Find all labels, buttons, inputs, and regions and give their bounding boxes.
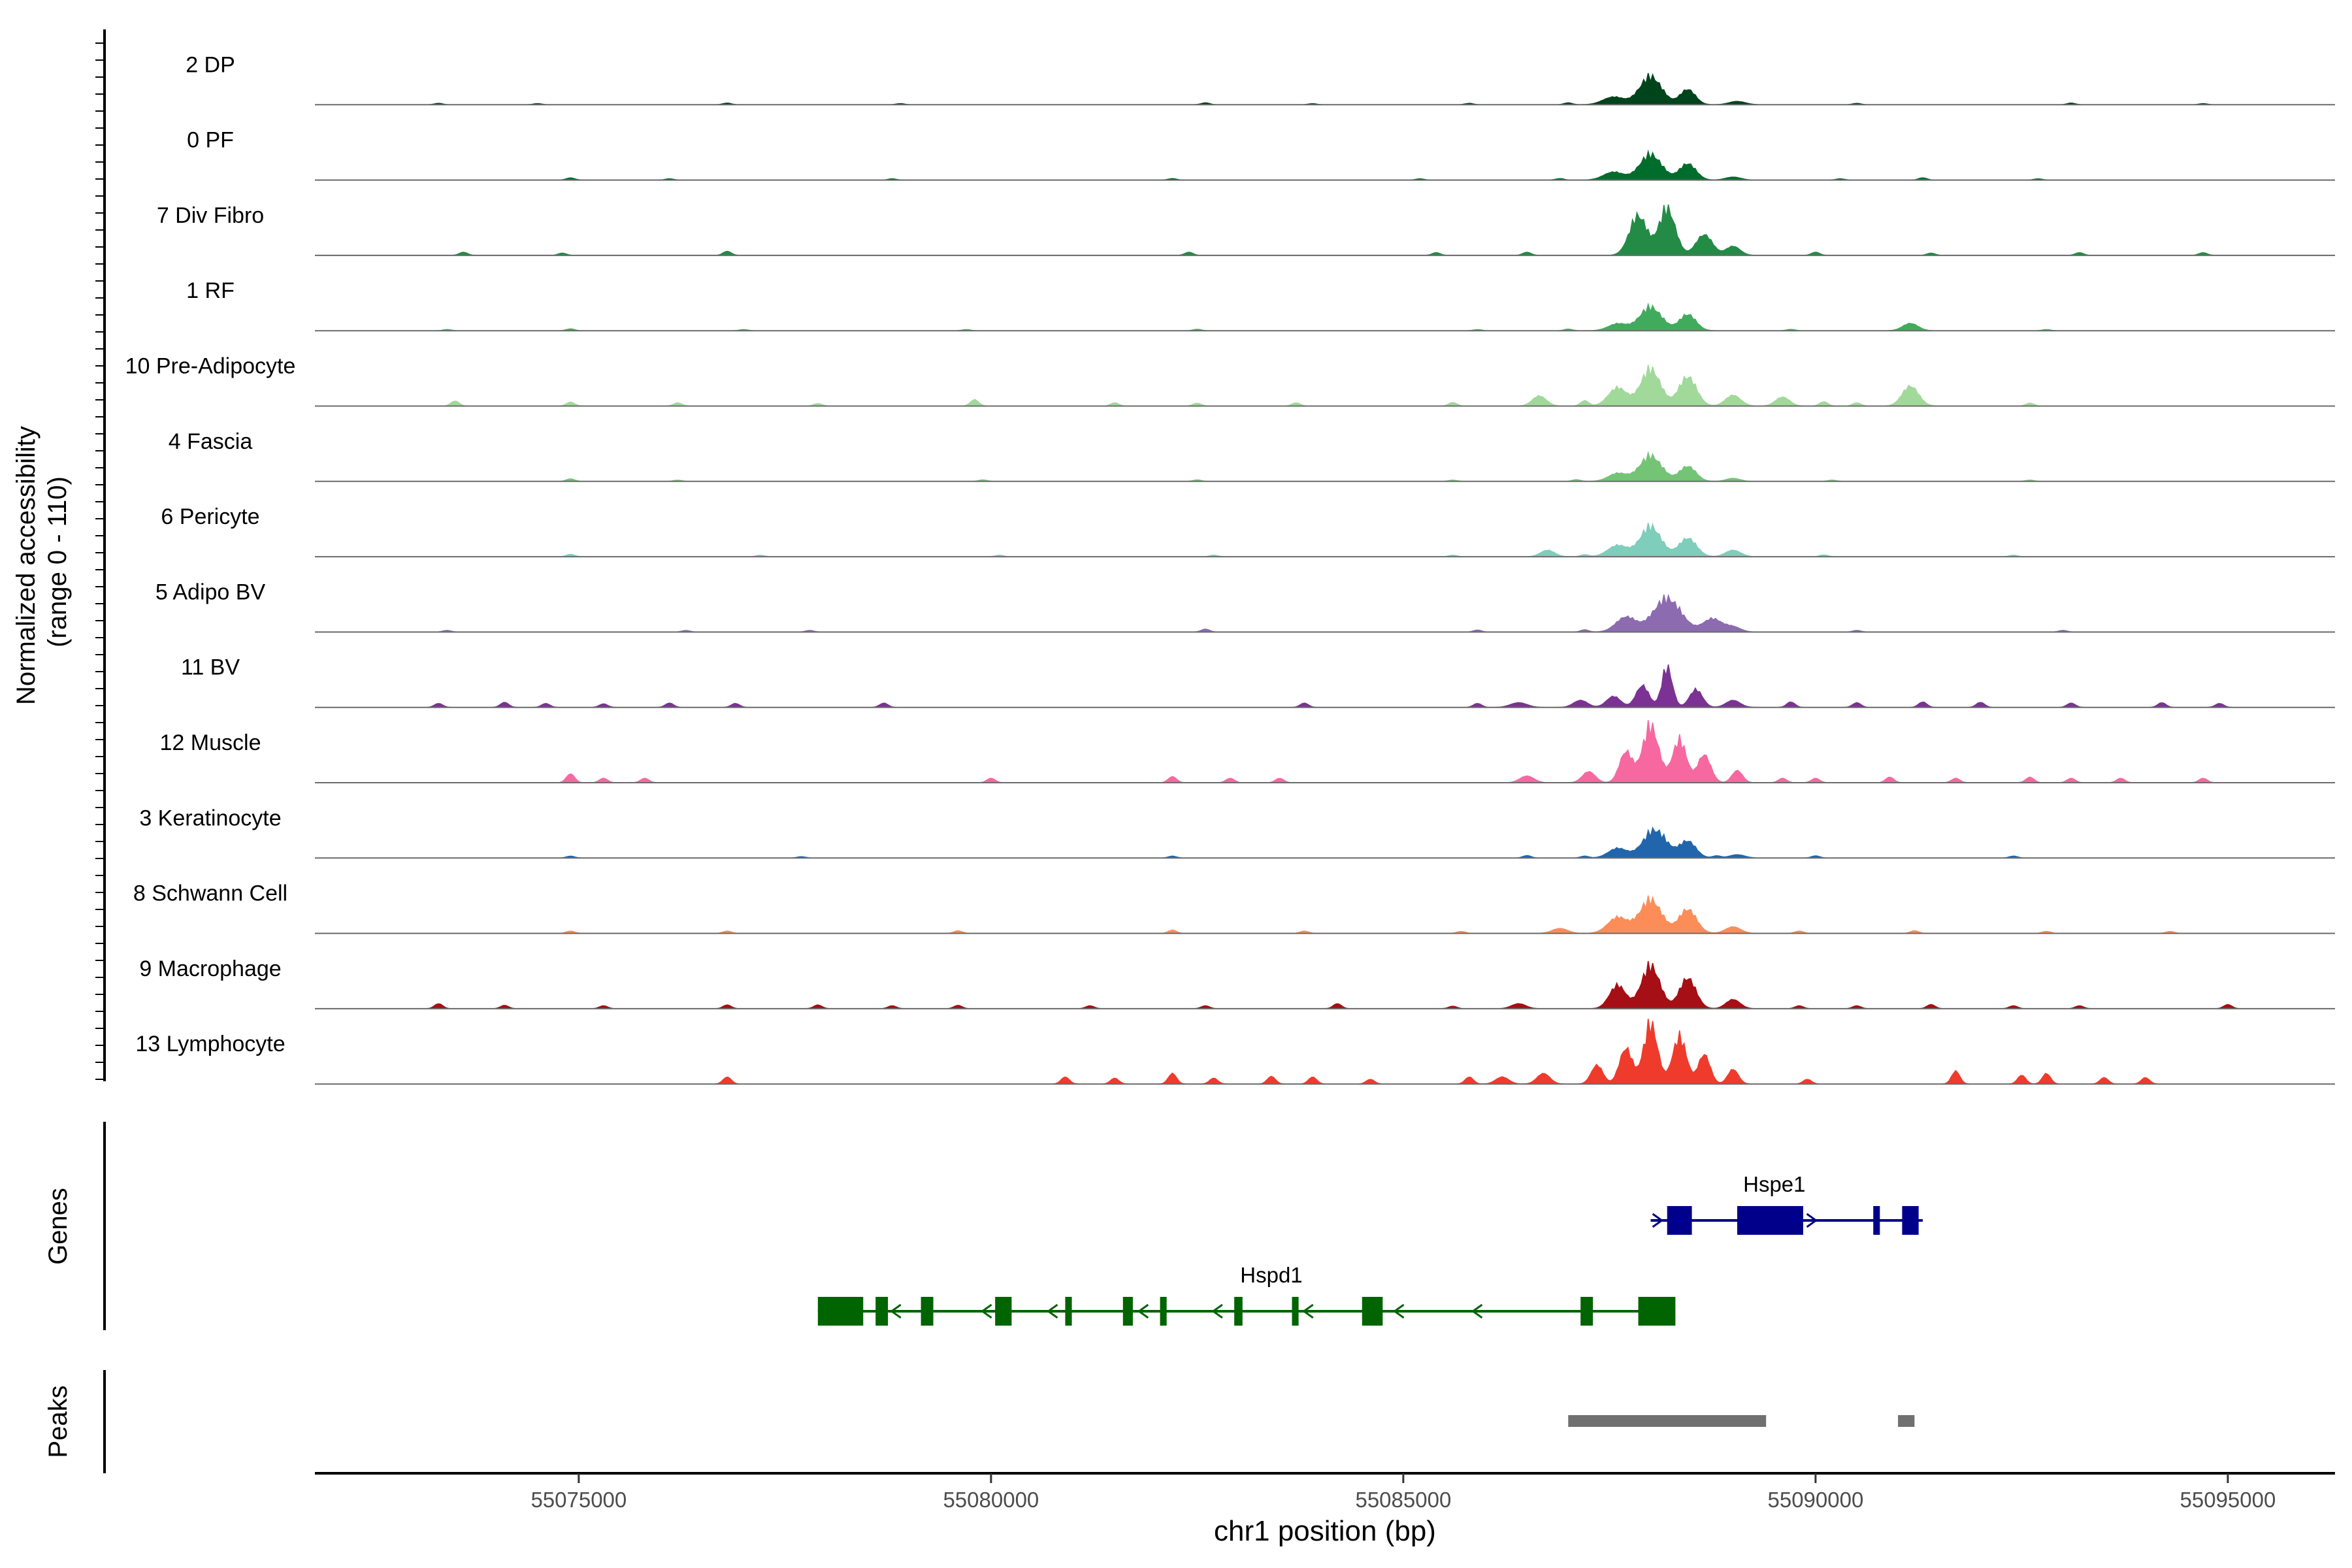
track: 3 Keratinocyte bbox=[139, 806, 2335, 859]
gene-exon bbox=[1902, 1206, 1919, 1235]
track-label: 11 BV bbox=[181, 655, 240, 680]
track: 9 Macrophage bbox=[139, 956, 2335, 1009]
gene-exon bbox=[1638, 1297, 1676, 1326]
track-label: 1 RF bbox=[186, 278, 235, 303]
track-label: 6 Pericyte bbox=[161, 504, 259, 529]
track: 6 Pericyte bbox=[161, 504, 2335, 558]
coverage-area bbox=[315, 593, 2335, 633]
track-label: 3 Keratinocyte bbox=[139, 806, 281, 830]
track-label: 0 PF bbox=[187, 128, 234, 153]
peak-regions bbox=[1568, 1415, 1915, 1427]
gene-model: Hspe1 bbox=[1650, 1172, 1923, 1235]
coverage-tracks: 2 DP 0 PF 7 Div Fibro 1 RF 10 Pre-Adipocyte 4… bbox=[125, 52, 2335, 1085]
gene-exon bbox=[995, 1297, 1012, 1326]
gene-exon bbox=[1234, 1297, 1243, 1326]
coverage-area bbox=[315, 149, 2335, 181]
x-axis-ticks: 55075000 55080000 55085000 55090000 55095000 bbox=[531, 1473, 2276, 1512]
coverage-area bbox=[315, 302, 2335, 331]
strand-arrow bbox=[1806, 1213, 1818, 1228]
coverage-area bbox=[315, 1019, 2335, 1085]
gene-model: Hspd1 bbox=[817, 1263, 1676, 1326]
track: 11 BV bbox=[181, 655, 2335, 708]
coverage-area bbox=[315, 664, 2335, 708]
coverage-area bbox=[315, 826, 2335, 859]
x-tick-label: 55080000 bbox=[943, 1488, 1039, 1512]
gene-models: Hspe1 Hspd1 bbox=[817, 1172, 1923, 1326]
strand-arrow bbox=[980, 1303, 992, 1319]
gene-name-label: Hspe1 bbox=[1743, 1172, 1805, 1196]
track: 10 Pre-Adipocyte bbox=[125, 354, 2335, 407]
gene-exon bbox=[1362, 1297, 1383, 1326]
track-label: 9 Macrophage bbox=[139, 956, 281, 981]
coverage-area bbox=[315, 719, 2335, 783]
gene-name-label: Hspd1 bbox=[1240, 1263, 1302, 1287]
x-tick-label: 55090000 bbox=[1768, 1488, 1864, 1512]
track: 4 Fascia bbox=[169, 429, 2335, 482]
coverage-y-ticks bbox=[95, 42, 105, 1080]
gene-exon bbox=[1667, 1206, 1692, 1235]
y-axis-title: Normalized accessibility (range 0 - 110) bbox=[12, 419, 72, 705]
track-label: 2 DP bbox=[186, 52, 235, 77]
gene-exon bbox=[1065, 1297, 1072, 1326]
gene-exon bbox=[1122, 1297, 1133, 1326]
track: 13 Lymphocyte bbox=[135, 1019, 2335, 1085]
coverage-area bbox=[315, 895, 2335, 934]
coverage-area bbox=[315, 365, 2335, 407]
track-label: 10 Pre-Adipocyte bbox=[125, 354, 296, 379]
coverage-area bbox=[315, 523, 2335, 557]
strand-arrow bbox=[1471, 1303, 1483, 1319]
coverage-area bbox=[315, 451, 2335, 482]
x-axis-title: chr1 position (bp) bbox=[1214, 1515, 1436, 1547]
strand-arrow bbox=[1392, 1303, 1405, 1319]
gene-exon bbox=[875, 1297, 889, 1326]
gene-exon bbox=[1292, 1297, 1299, 1326]
track-label: 4 Fascia bbox=[169, 429, 253, 454]
track: 5 Adipo BV bbox=[155, 580, 2335, 633]
strand-arrow bbox=[1302, 1303, 1314, 1319]
track-label: 5 Adipo BV bbox=[155, 580, 266, 604]
gene-exon bbox=[921, 1297, 934, 1326]
genes-label: Genes bbox=[44, 1188, 73, 1265]
track: 12 Muscle bbox=[160, 719, 2335, 783]
gene-exon bbox=[817, 1297, 864, 1326]
y-axis-title-line1: Normalized accessibility bbox=[12, 426, 41, 705]
track: 7 Div Fibro bbox=[157, 203, 2335, 256]
track: 1 RF bbox=[186, 278, 2335, 332]
y-axis-title-line2: (range 0 - 110) bbox=[43, 476, 72, 647]
strand-arrow bbox=[1652, 1213, 1664, 1228]
gene-exon bbox=[1873, 1206, 1880, 1235]
peaks-label: Peaks bbox=[44, 1385, 73, 1458]
track-label: 13 Lymphocyte bbox=[135, 1032, 285, 1056]
track: 2 DP bbox=[186, 52, 2335, 106]
strand-arrow bbox=[1137, 1303, 1149, 1319]
gene-exon bbox=[1160, 1297, 1167, 1326]
x-tick-label: 55085000 bbox=[1355, 1488, 1451, 1512]
track-label: 8 Schwann Cell bbox=[133, 881, 287, 906]
coverage-area bbox=[315, 960, 2335, 1009]
gene-exon bbox=[1580, 1297, 1593, 1326]
x-tick-label: 55095000 bbox=[2180, 1488, 2276, 1512]
x-tick-label: 55075000 bbox=[531, 1488, 627, 1512]
strand-arrow bbox=[1046, 1303, 1058, 1319]
strand-arrow bbox=[890, 1303, 902, 1319]
coverage-area bbox=[315, 73, 2335, 106]
track-label: 7 Div Fibro bbox=[157, 203, 264, 228]
track: 0 PF bbox=[187, 128, 2335, 181]
peak-bar bbox=[1568, 1415, 1767, 1427]
gene-exon bbox=[1737, 1206, 1803, 1235]
peak-bar bbox=[1898, 1415, 1915, 1427]
track-label: 12 Muscle bbox=[160, 730, 261, 755]
strand-arrow bbox=[1211, 1303, 1223, 1319]
coverage-area bbox=[315, 204, 2335, 256]
track: 8 Schwann Cell bbox=[133, 881, 2335, 934]
